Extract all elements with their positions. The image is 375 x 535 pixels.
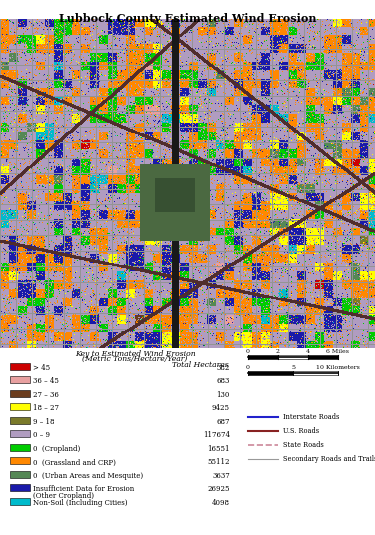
Text: 9425: 9425 [212, 404, 230, 412]
Text: Interstate Roads: Interstate Roads [283, 413, 339, 421]
Bar [10, 417, 30, 424]
Bar [248, 371, 293, 375]
Text: Key to Estimated Wind Erosion: Key to Estimated Wind Erosion [75, 350, 195, 358]
Text: 0: 0 [246, 349, 250, 354]
Text: 117674: 117674 [203, 431, 230, 439]
Text: Non-Soil (Including Cities): Non-Soil (Including Cities) [33, 499, 128, 507]
Text: 3637: 3637 [212, 472, 230, 480]
Text: 683: 683 [217, 377, 230, 385]
Bar [10, 498, 30, 505]
Text: Secondary Roads and Trails: Secondary Roads and Trails [283, 455, 375, 463]
Bar [10, 457, 30, 464]
Text: U.S. Roads: U.S. Roads [283, 427, 319, 435]
Text: 18 – 27: 18 – 27 [33, 404, 59, 412]
Bar [293, 371, 338, 375]
Text: Lubbock County Estimated Wind Erosion: Lubbock County Estimated Wind Erosion [59, 13, 316, 25]
Text: Total Hectares: Total Hectares [172, 361, 228, 369]
Bar [308, 355, 338, 359]
Bar [10, 471, 30, 478]
Text: 36 – 45: 36 – 45 [33, 377, 59, 385]
Text: 0 – 9: 0 – 9 [33, 431, 50, 439]
Text: 9 – 18: 9 – 18 [33, 418, 54, 426]
Bar [10, 430, 30, 438]
Bar [10, 403, 30, 410]
Text: 130: 130 [217, 391, 230, 399]
Bar [278, 355, 308, 359]
Bar [10, 444, 30, 451]
Text: 55112: 55112 [207, 458, 230, 467]
Text: 0  (Cropland): 0 (Cropland) [33, 445, 80, 453]
Text: (Other Cropland): (Other Cropland) [33, 492, 94, 500]
Bar [10, 376, 30, 383]
Text: 0  (Grassland and CRP): 0 (Grassland and CRP) [33, 458, 116, 467]
Text: 382: 382 [217, 364, 230, 372]
Text: 0: 0 [246, 365, 250, 370]
Text: 10 Kilometers: 10 Kilometers [316, 365, 360, 370]
Text: 16551: 16551 [207, 445, 230, 453]
Text: 687: 687 [216, 418, 230, 426]
Text: 26925: 26925 [207, 485, 230, 493]
Text: Insufficient Data for Erosion: Insufficient Data for Erosion [33, 485, 134, 493]
Text: 0  (Urban Areas and Mesquite): 0 (Urban Areas and Mesquite) [33, 472, 143, 480]
Bar [10, 390, 30, 397]
Bar [10, 363, 30, 370]
Text: 6 Miles: 6 Miles [327, 349, 350, 354]
Text: 4: 4 [306, 349, 310, 354]
Text: State Roads: State Roads [283, 441, 324, 449]
Text: > 45: > 45 [33, 364, 50, 372]
Bar [248, 355, 278, 359]
Text: 27 – 36: 27 – 36 [33, 391, 59, 399]
Bar [10, 484, 30, 492]
Text: 5: 5 [291, 365, 295, 370]
Text: 4098: 4098 [212, 499, 230, 507]
Text: 2: 2 [276, 349, 280, 354]
Text: (Metric Tons/Hectare/Year): (Metric Tons/Hectare/Year) [82, 355, 188, 363]
